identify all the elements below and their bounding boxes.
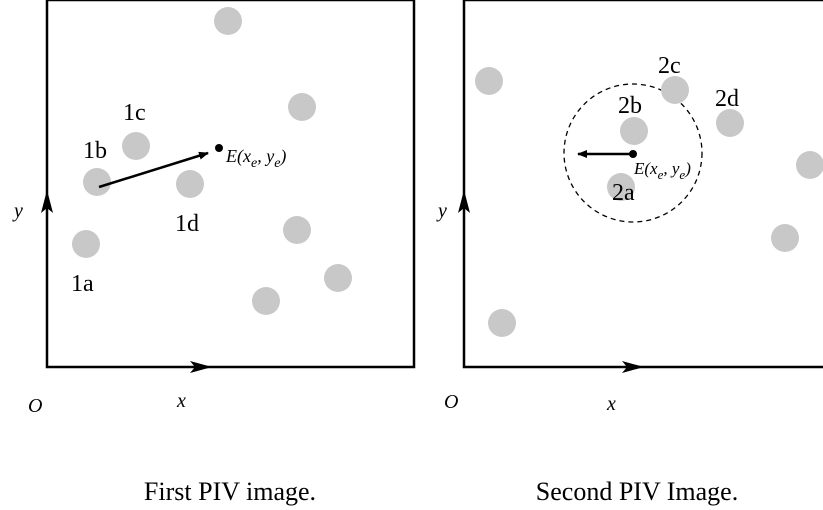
label-1b: 1b <box>83 138 107 164</box>
particle-1a <box>72 230 100 258</box>
first-particle <box>252 287 280 315</box>
second-panel: E(xe, ye) 2c 2d 2b 2a y x O Second PIV I… <box>436 0 823 506</box>
first-x-axis-label: x <box>176 390 186 412</box>
second-y-axis-label: y <box>436 200 447 222</box>
label-1c: 1c <box>123 100 146 126</box>
second-caption: Second PIV Image. <box>536 477 738 506</box>
particle-2b <box>620 117 648 145</box>
label-1d: 1d <box>175 211 199 237</box>
label-2c: 2c <box>658 53 681 79</box>
first-point-e-label: E(xe, ye) <box>225 146 286 171</box>
particle-1b <box>83 168 111 196</box>
first-particle <box>283 216 311 244</box>
second-y-axis-arrow-icon <box>458 190 470 213</box>
label-2b: 2b <box>618 93 642 119</box>
second-x-axis-arrow-icon <box>622 361 644 373</box>
first-x-axis-arrow-icon <box>190 361 212 373</box>
second-origin-label: O <box>444 391 458 413</box>
particle-2c <box>661 76 689 104</box>
first-y-axis-arrow-icon <box>41 190 53 213</box>
particle-1d <box>176 170 204 198</box>
first-caption: First PIV image. <box>144 477 316 506</box>
particle-1c <box>122 132 150 160</box>
first-frame <box>45 0 416 369</box>
second-point-e <box>629 150 637 158</box>
label-2d: 2d <box>715 86 739 112</box>
particle-2a <box>607 173 635 201</box>
second-particle <box>488 309 516 337</box>
first-point-e <box>215 144 223 152</box>
second-particle <box>771 224 799 252</box>
first-particle <box>214 7 242 35</box>
second-point-e-label: E(xe, ye) <box>633 159 691 182</box>
label-1a: 1a <box>71 271 94 297</box>
first-panel: E(xe, ye) 1c 1b 1d 1a y x O First PIV im… <box>12 0 416 506</box>
second-particle <box>475 67 503 95</box>
first-y-axis-label: y <box>12 200 23 222</box>
first-origin-label: O <box>28 395 42 417</box>
second-particle <box>796 151 823 179</box>
first-particle <box>324 264 352 292</box>
particle-2d <box>716 109 744 137</box>
search-window-circle <box>563 83 703 223</box>
first-particle <box>288 93 316 121</box>
label-2a: 2a <box>612 180 635 206</box>
second-frame <box>462 0 823 369</box>
first-displacement-arrow <box>98 151 209 189</box>
second-x-axis-label: x <box>606 393 616 415</box>
